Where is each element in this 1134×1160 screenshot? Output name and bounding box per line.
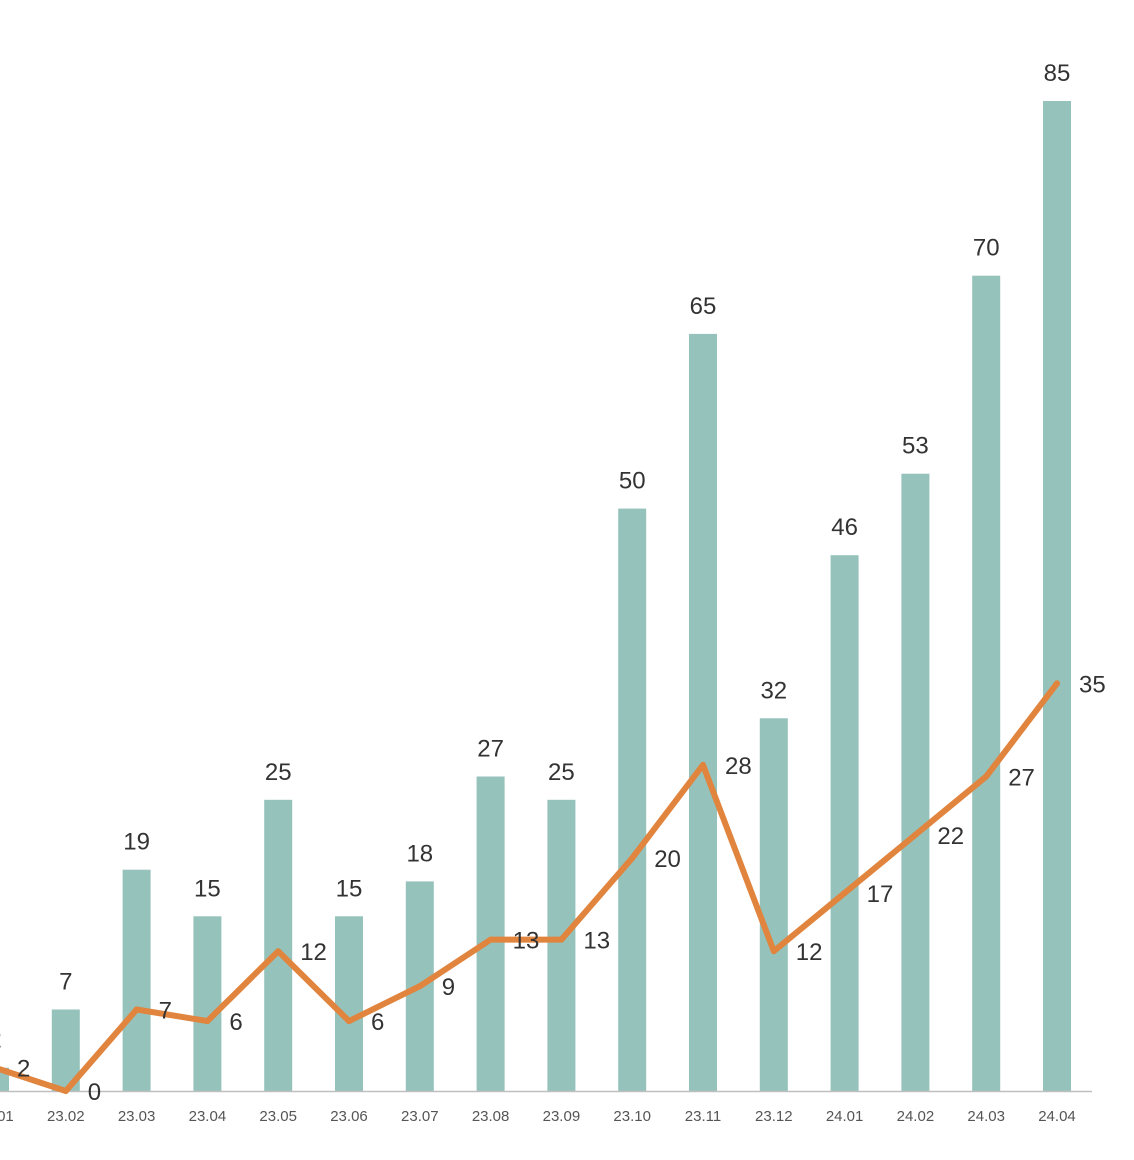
line-point-23.04 [204, 1018, 211, 1025]
x-tick-23.01: 23.01 [0, 1108, 14, 1125]
bar-23.05 [264, 799, 293, 1091]
line-value-label-23.06: 6 [371, 1009, 384, 1036]
line-value-label-23.10: 20 [654, 846, 681, 873]
bar-value-label-23.07: 18 [406, 840, 433, 867]
line-value-label-23.01: 2 [17, 1056, 30, 1083]
line-series [0, 680, 1060, 1094]
bar-23.11 [689, 333, 717, 1091]
line-point-23.05 [275, 948, 282, 955]
line-value-label-24.03: 27 [1008, 765, 1035, 792]
bar-value-label-23.02: 7 [59, 969, 72, 996]
bar-value-label-23.03: 19 [123, 829, 150, 856]
bar-series [0, 101, 1071, 1092]
bar-value-label-24.02: 53 [902, 433, 929, 460]
line-value-label-23.03: 7 [159, 998, 172, 1025]
line-point-24.02 [912, 831, 919, 838]
bar-value-label-23.11: 65 [690, 293, 717, 320]
x-tick-24.04: 24.04 [1038, 1108, 1076, 1125]
bar-23.08 [476, 776, 505, 1091]
line-point-24.04 [1054, 680, 1060, 687]
x-tick-23.04: 23.04 [189, 1108, 227, 1125]
bar-24.04 [1043, 101, 1071, 1091]
x-tick-23.06: 23.06 [330, 1108, 368, 1125]
x-tick-23.11: 23.11 [685, 1108, 721, 1125]
bar-23.09 [547, 799, 576, 1091]
x-tick-24.01: 24.01 [826, 1108, 864, 1125]
bar-data-labels: 271915251518272550653246537085 [0, 60, 1070, 1054]
x-tick-23.12: 23.12 [755, 1108, 793, 1125]
bar-value-label-23.01: 2 [0, 1027, 2, 1054]
x-tick-24.02: 24.02 [897, 1108, 935, 1125]
bar-23.12 [759, 718, 788, 1091]
line-point-23.09 [558, 936, 565, 943]
line-value-label-23.08: 13 [513, 928, 540, 955]
line-point-23.02 [62, 1088, 69, 1094]
line-value-label-23.09: 13 [583, 928, 610, 955]
bar-23.03 [122, 869, 151, 1091]
line-point-24.01 [841, 890, 848, 896]
bar-value-label-23.06: 15 [336, 875, 363, 902]
line-point-23.03 [133, 1006, 140, 1013]
bar-value-label-23.12: 32 [760, 677, 787, 704]
line-point-23.07 [416, 983, 423, 990]
line-point-23.11 [700, 761, 706, 768]
line-value-label-24.02: 22 [937, 823, 964, 850]
bar-23.06 [335, 916, 363, 1091]
bar-value-label-24.03: 70 [973, 235, 1000, 262]
bar-24.02 [901, 473, 930, 1091]
line-value-label-23.02: 0 [88, 1079, 101, 1106]
x-tick-23.05: 23.05 [259, 1108, 297, 1125]
line-point-23.10 [629, 855, 636, 862]
bar-value-label-23.05: 25 [265, 759, 292, 786]
bar-value-label-23.04: 15 [194, 875, 221, 902]
bar-value-label-24.01: 46 [831, 514, 858, 541]
bar-value-label-23.10: 50 [619, 468, 646, 495]
x-tick-labels: 23.01 23.02 23.03 23.04 23.05 23.06 23.07 23.08… [0, 1108, 1076, 1125]
x-tick-23.02: 23.02 [47, 1108, 85, 1125]
line-point-24.03 [983, 773, 990, 780]
bar-value-label-23.09: 25 [548, 759, 575, 786]
x-tick-23.03: 23.03 [118, 1108, 156, 1125]
bar-23.04 [193, 916, 222, 1091]
line-point-23.08 [487, 936, 494, 943]
bar-value-label-23.08: 27 [477, 736, 504, 763]
line-value-label-23.04: 6 [229, 1009, 242, 1036]
line-value-label-23.07: 9 [442, 974, 455, 1001]
x-tick-23.09: 23.09 [543, 1108, 581, 1125]
x-tick-23.10: 23.10 [613, 1108, 651, 1125]
bar-value-label-24.04: 85 [1044, 60, 1071, 87]
line-value-label-24.04: 35 [1079, 671, 1106, 698]
line-point-23.12 [770, 948, 777, 955]
bar-23.10 [618, 508, 647, 1092]
line-path [0, 680, 1060, 1094]
line-value-label-23.12: 12 [796, 939, 823, 966]
bar-24.01 [830, 555, 859, 1091]
x-tick-24.03: 24.03 [967, 1108, 1005, 1125]
line-value-label-23.11: 28 [725, 753, 752, 780]
bar-23.01 [0, 1067, 9, 1091]
x-tick-23.08: 23.08 [472, 1108, 510, 1125]
bar-24.03 [972, 275, 1001, 1091]
line-value-label-24.01: 17 [867, 881, 894, 908]
line-value-label-23.05: 12 [300, 939, 327, 966]
line-point-23.06 [346, 1018, 352, 1025]
x-tick-23.07: 23.07 [401, 1108, 439, 1125]
